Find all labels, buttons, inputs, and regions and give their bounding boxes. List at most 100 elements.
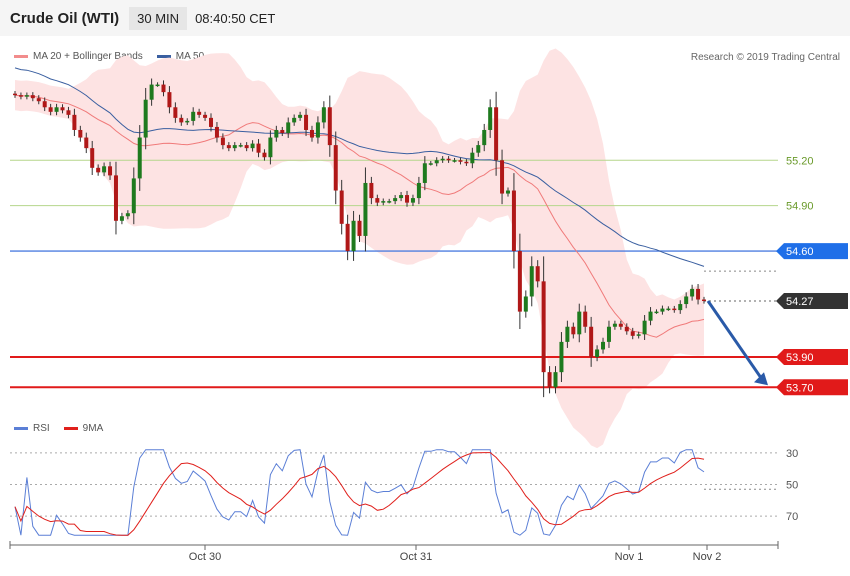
candle-body (648, 311, 653, 321)
candle-body (505, 190, 510, 194)
candle-body (511, 190, 516, 252)
candle-body (523, 296, 528, 312)
x-tick-label: Oct 31 (400, 551, 432, 563)
candle-body (565, 326, 570, 342)
rsi-legend-label: RSI (33, 423, 50, 434)
candle-body (393, 198, 398, 202)
candle-body (167, 92, 172, 108)
candle-body (642, 320, 647, 335)
candle-body (137, 137, 142, 179)
candle-body (209, 117, 214, 127)
current-price-label: 54.27 (786, 296, 814, 308)
candle-body (321, 107, 326, 123)
rsi-line (14, 449, 705, 536)
candle-body (422, 163, 427, 183)
candle-body (464, 161, 469, 164)
candle-body (702, 299, 706, 302)
candle-body (452, 160, 457, 162)
candle-body (399, 195, 404, 199)
candle-body (547, 372, 552, 388)
candle-body (672, 308, 677, 311)
candle-body (96, 167, 101, 173)
x-axis: Oct 30 Oct 31 Nov 1 Nov 2 (9, 541, 779, 563)
candle-body (304, 114, 309, 130)
candle-body (232, 145, 237, 149)
rsi-tick-label: 50 (786, 480, 798, 492)
candle-body (553, 372, 558, 388)
rsi-tick-label: 70 (786, 511, 798, 523)
candle-body (309, 129, 314, 138)
candle-body (280, 129, 285, 134)
candle-body (13, 93, 17, 96)
candle-body (315, 122, 320, 138)
candle-body (535, 266, 540, 282)
candle-body (203, 114, 208, 118)
candle-body (54, 107, 59, 112)
projection-arrow-shaft (706, 300, 764, 381)
candle-body (606, 326, 611, 342)
candle-body (244, 145, 249, 149)
candle-body (500, 160, 505, 194)
candle-body (42, 101, 47, 108)
instrument-title: Crude Oil (WTI) (10, 9, 120, 27)
candle-body (405, 195, 410, 203)
candle-body (476, 145, 481, 153)
candle-body (24, 95, 29, 97)
projection-arrowhead (754, 372, 768, 386)
chart-header: Crude Oil (WTI) 30 MIN 08:40:50 CET (0, 0, 850, 36)
rsi-swatch (14, 427, 28, 430)
candle-body (488, 107, 493, 130)
candle-body (624, 326, 629, 332)
candle-body (387, 201, 392, 203)
rsi-ma-swatch (63, 427, 78, 430)
candle-body (571, 326, 576, 335)
rsi-panel: 70 50 30 (10, 448, 798, 536)
bollinger-bands (15, 48, 704, 449)
candle-body (125, 213, 130, 217)
ma50-swatch (156, 55, 171, 58)
candle-body (369, 182, 374, 199)
candle-body (654, 311, 659, 314)
candle-body (179, 117, 184, 123)
ma50-line (14, 67, 705, 267)
rsi-tick-label: 30 (786, 448, 798, 460)
x-tick-label: Oct 30 (189, 551, 221, 563)
current-price-label-bg (776, 293, 848, 310)
candle-body (363, 182, 368, 236)
candle-body (517, 251, 522, 312)
candle-body (197, 111, 202, 115)
candle-body (630, 331, 635, 336)
candle-body (60, 107, 65, 111)
interval-selector[interactable]: 30 MIN (129, 6, 188, 30)
candle-body (256, 143, 261, 153)
candle-body (345, 223, 350, 252)
rsi-ma-legend-label: 9MA (82, 423, 104, 434)
candle-body (333, 145, 338, 191)
price-labels: 54.60 54.27 53.90 53.70 55.20 54.90 (776, 155, 848, 396)
candle-body (595, 349, 600, 358)
candle-body (494, 107, 499, 161)
candle-body (577, 311, 582, 335)
candle-body (66, 110, 71, 115)
ma50-legend-label: MA 50 (175, 51, 205, 62)
candle-body (351, 220, 356, 252)
candle-body (155, 84, 160, 87)
candle-body (559, 341, 564, 373)
ma20-line (14, 94, 705, 338)
candle-body (612, 323, 617, 327)
candle-body (684, 296, 689, 305)
candle-body (410, 198, 415, 203)
candle-body (666, 308, 671, 311)
main-legend: MA 20 + Bollinger Bands MA 50 (14, 51, 218, 62)
candle-body (428, 163, 433, 165)
support1-price-label-bg (776, 349, 848, 366)
candle-body (583, 311, 588, 327)
candle-body (286, 122, 291, 134)
candle-body (268, 137, 273, 158)
candle-body (601, 341, 606, 350)
candle-body (113, 175, 118, 221)
moving-averages (14, 67, 705, 338)
resistance-price-label-bg (776, 243, 848, 260)
candle-body (381, 201, 386, 203)
